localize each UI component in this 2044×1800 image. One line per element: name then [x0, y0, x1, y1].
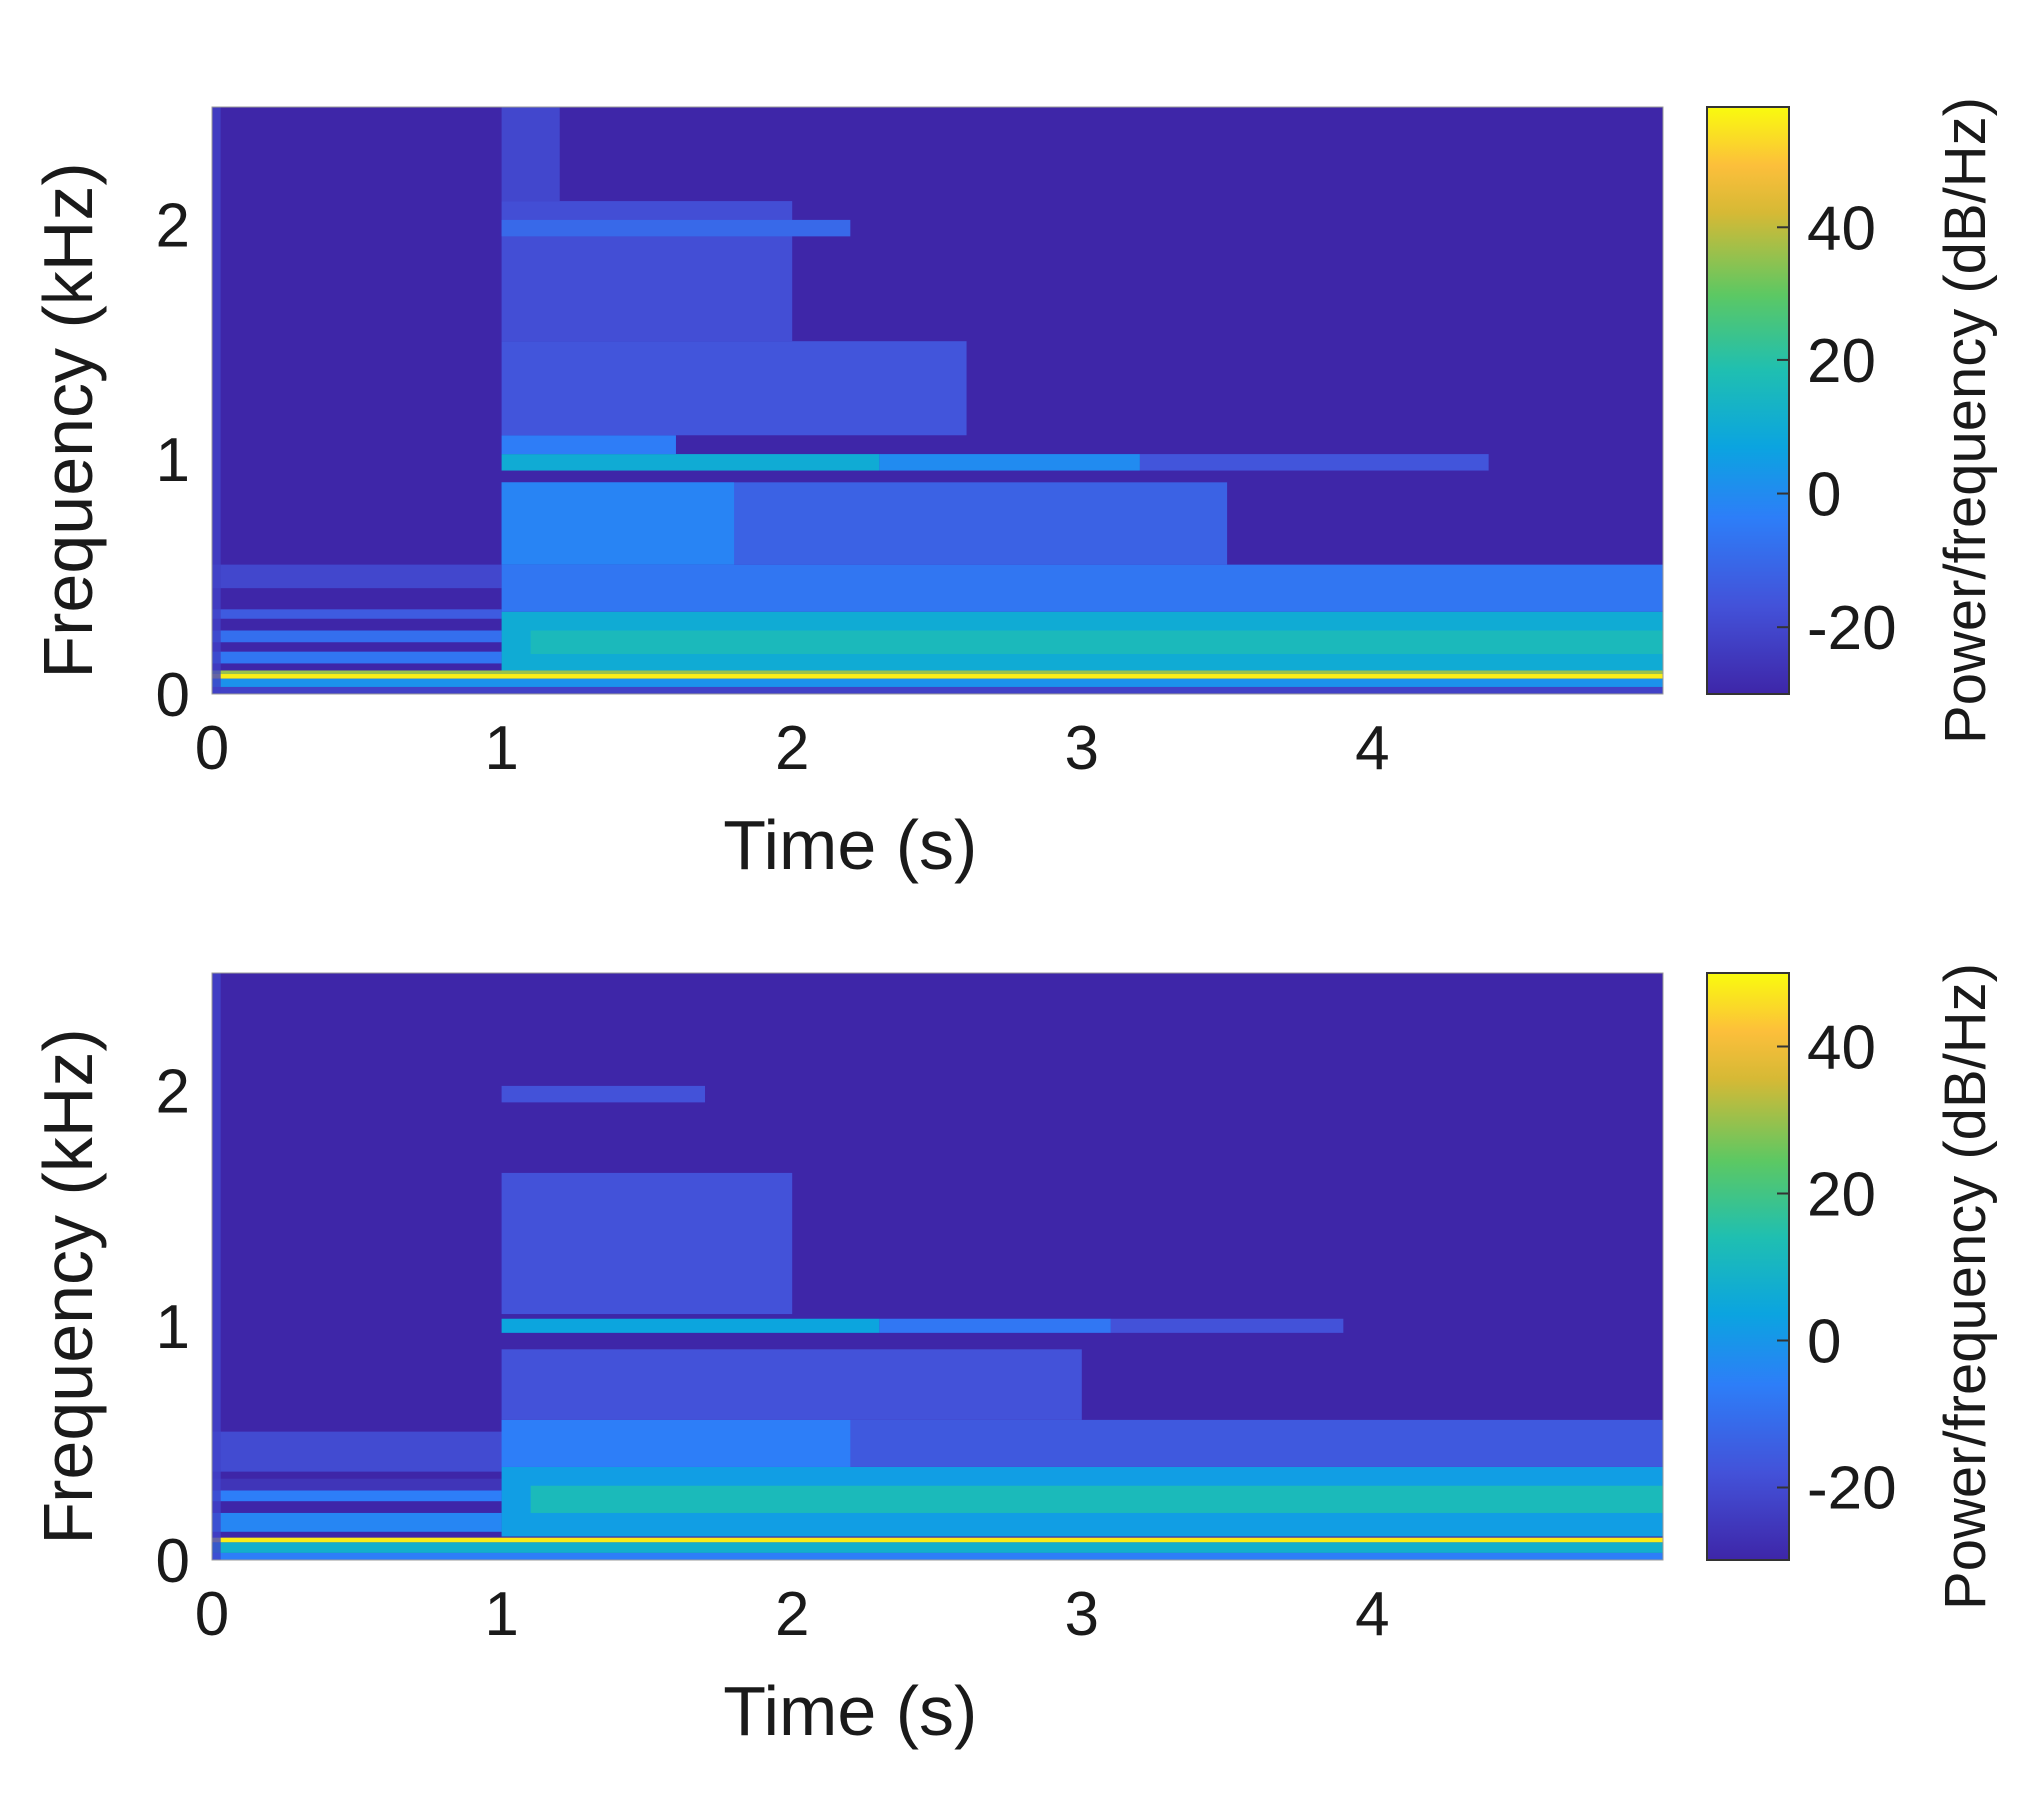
colorbar-tick-label: 20 — [1807, 1161, 1876, 1230]
spectrogram-band — [879, 1318, 1111, 1333]
colorbar-tick-label: -20 — [1807, 594, 1897, 663]
spectrogram-band — [212, 670, 1663, 675]
spectrogram-band — [212, 678, 1663, 687]
spectrogram-band — [501, 1318, 880, 1333]
x-tick-label: 3 — [1065, 1580, 1099, 1649]
spectrogram-band — [530, 1485, 1664, 1513]
spectrogram-band — [212, 686, 1663, 694]
spectrogram-band — [501, 564, 1664, 612]
plot-frame — [211, 106, 1664, 695]
spectrogram-band — [212, 1542, 1663, 1553]
spectrogram-band — [530, 630, 1664, 655]
x-tick-label: 2 — [775, 1580, 809, 1649]
spectrogram-band — [212, 674, 1663, 679]
colorbar-ticks: -20 0 20 40 — [1777, 194, 1897, 663]
spectrogram-band — [212, 1512, 502, 1532]
y-axis-label: Frequency (kHz) — [29, 1028, 107, 1544]
spectrogram-band — [879, 454, 1140, 471]
top-spectrogram-panel: 0 1 2 3 4 0 1 2 Time (s) Frequency (kHz) -20 0 2… — [29, 97, 1998, 884]
spectrogram-band — [501, 482, 735, 565]
spectrogram-band — [501, 219, 851, 237]
colorbar — [1706, 972, 1790, 1561]
x-tick-label: 0 — [195, 1580, 229, 1649]
x-axis-label: Time (s) — [723, 806, 977, 884]
spectrogram-band — [501, 1349, 1082, 1420]
x-tick-label: 3 — [1065, 714, 1099, 783]
spectrogram-band — [212, 1478, 502, 1491]
spectrogram-band — [212, 651, 502, 664]
x-axis-ticks: 0 1 2 3 4 — [195, 1580, 1390, 1649]
colorbar — [1706, 106, 1790, 695]
y-tick-label: 1 — [156, 1293, 190, 1362]
spectrogram-edge-bin — [212, 107, 221, 694]
spectrogram-band — [212, 609, 502, 619]
colorbar-tick-label: 0 — [1807, 461, 1841, 530]
y-tick-label: 0 — [156, 661, 190, 730]
spectrogram-band — [501, 341, 967, 436]
y-tick-label: 0 — [156, 1527, 190, 1596]
spectrogram-band — [501, 1419, 851, 1467]
y-tick-label: 2 — [156, 1058, 190, 1127]
y-axis-label: Frequency (kHz) — [29, 162, 107, 678]
x-axis-ticks: 0 1 2 3 4 — [195, 714, 1390, 783]
x-tick-label: 0 — [195, 714, 229, 783]
spectrogram-band — [1110, 1318, 1344, 1333]
colorbar-label: Power/frequency (dB/Hz) — [1933, 97, 1998, 744]
spectrogram-band — [212, 1490, 502, 1502]
x-tick-label: 2 — [775, 714, 809, 783]
y-tick-label: 1 — [156, 426, 190, 495]
x-tick-label: 1 — [484, 714, 518, 783]
spectrogram-band — [212, 564, 502, 589]
colorbar-label: Power/frequency (dB/Hz) — [1933, 963, 1998, 1610]
colorbar-tick-label: 20 — [1807, 327, 1876, 396]
x-tick-label: 4 — [1355, 714, 1389, 783]
spectrogram-band — [501, 435, 676, 455]
colorbar-tick-label: 40 — [1807, 194, 1876, 263]
spectrogram-band — [501, 107, 560, 202]
y-axis-ticks: 0 1 2 — [156, 192, 190, 730]
plot-frame — [211, 972, 1664, 1561]
spectrogram-band — [212, 1431, 502, 1472]
spectrogram-band — [212, 1537, 1663, 1543]
spectrogram-heatmap — [212, 973, 1664, 1560]
x-tick-label: 1 — [484, 1580, 518, 1649]
spectrogram-edge-bin — [212, 973, 221, 1560]
colorbar-ticks: -20 0 20 40 — [1777, 1014, 1897, 1523]
y-tick-label: 2 — [156, 192, 190, 261]
colorbar-tick-label: 0 — [1807, 1308, 1841, 1377]
spectrogram-band — [501, 454, 880, 471]
colorbar-tick-label: -20 — [1807, 1455, 1897, 1523]
spectrogram-band — [212, 630, 502, 643]
colorbar-tick-label: 40 — [1807, 1014, 1876, 1083]
spectrogram-band — [212, 1552, 1663, 1560]
x-tick-label: 4 — [1355, 1580, 1389, 1649]
bottom-spectrogram-panel: 0 1 2 3 4 0 1 2 Time (s) Frequency (kHz) -20 0 2… — [29, 963, 1998, 1750]
x-axis-label: Time (s) — [723, 1672, 977, 1750]
spectrogram-band — [1139, 454, 1489, 471]
y-axis-ticks: 0 1 2 — [156, 1058, 190, 1596]
spectrogram-band — [501, 1172, 793, 1315]
spectrogram-heatmap — [212, 107, 1664, 694]
spectrogram-band — [501, 1085, 706, 1103]
